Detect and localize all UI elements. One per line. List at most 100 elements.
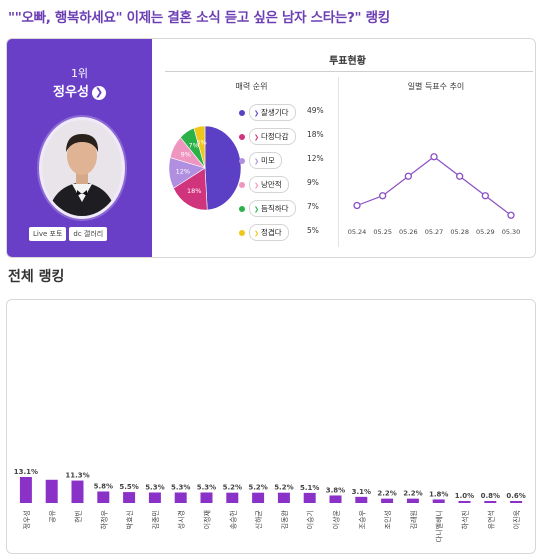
bar-name-label[interactable]: 하석진 [461,510,470,529]
daily-point [456,172,464,180]
charm-rank-title: 매력 순위 [235,82,268,91]
person-photo-icon [42,120,122,216]
bar-name-label[interactable]: 조승우 [358,509,366,529]
bar-name-label[interactable]: 김래원 [409,510,418,529]
date-tick-label: 05.25 [373,228,392,235]
ranking-bar[interactable] [71,480,84,503]
bar-name-label[interactable]: 성시경 [177,510,186,529]
legend-tag[interactable]: ❯ 듬직하다 [249,200,296,217]
overall-bar-chart: 13.1% 정우성 공유 11.3% 현빈 5.8% 하정우 5.5% 박효신 5.3% 김종민 5.… [14,468,526,542]
bar-value-label: 5.3% [145,483,164,491]
ranking-bar[interactable] [174,492,187,503]
pie-slice-label: 12% [176,167,190,175]
bar-name-label[interactable]: 김종민 [151,510,160,529]
bar-name-label[interactable]: 김동완 [281,509,289,529]
ranking-bar[interactable] [123,492,136,503]
bar-name-label[interactable]: 조인성 [383,510,392,529]
chevron-right-icon: ❯ [254,158,261,165]
bar-name-label[interactable]: 현빈 [74,510,83,523]
date-tick-label: 05.27 [425,228,444,235]
legend-item[interactable]: ❯ 미모 12% [235,152,340,177]
pie-slice-label: 7% [188,142,198,150]
overall-ranking-title: 전체 랭킹 [8,269,65,285]
legend-tag[interactable]: ❯ 정겹다 [249,224,289,241]
bar-name-label[interactable]: 박효신 [125,510,134,529]
legend-item[interactable]: ❯ 다정다감 18% [235,128,340,153]
legend-item[interactable]: ❯ 듬직하다 7% [235,200,340,225]
winner-portrait[interactable] [39,117,125,219]
ranking-bar[interactable] [381,498,394,503]
ranking-bar[interactable] [406,498,419,503]
ranking-bar[interactable] [200,492,213,503]
live-photo-button[interactable]: Live 포토 [29,227,67,241]
winner-name-row[interactable]: 정우성 ❯ [7,81,152,100]
daily-point [353,201,361,210]
ranking-bar[interactable] [329,495,342,503]
legend-dot-icon [239,182,245,188]
ranking-bar[interactable] [458,501,471,503]
date-tick-label: 05.28 [450,228,469,235]
daily-point [430,153,438,161]
bar-name-label[interactable]: 유연석 [486,510,495,529]
legend-item[interactable]: ❯ 낭만적 9% [235,176,340,201]
legend-dot-icon [239,230,245,236]
bar-value-label: 1.0% [455,492,474,500]
vote-status-title: 투표현황 [329,56,366,67]
bar-value-label: 3.8% [326,486,345,494]
legend-item[interactable]: ❯ 정겹다 5% [235,224,340,249]
ranking-bar[interactable] [226,492,239,503]
daily-point [404,172,412,180]
date-tick-label: 05.30 [502,228,521,235]
bar-value-label: 3.1% [352,488,371,496]
panel-divider [338,77,339,247]
bar-name-label[interactable]: 신하균 [254,509,263,529]
bar-name-label[interactable]: 이상윤 [332,509,341,529]
bar-name-label[interactable]: 송승헌 [229,510,237,529]
pie-slice [204,125,242,211]
legend-item[interactable]: ❯ 잘생기다 49% [235,104,340,129]
legend-percent: 12% [307,154,324,163]
charm-legend: ❯ 잘생기다 49% ❯ 다정다감 18% ❯ 미모 12% ❯ 낭만적 9% ❯ 듬직하다 7%… [235,104,340,249]
bar-name-label[interactable]: 이정재 [203,510,212,529]
ranking-bar[interactable] [252,492,265,503]
ranking-bar[interactable] [484,501,497,503]
legend-label: 낭만적 [260,180,282,189]
date-tick-label: 05.26 [399,228,418,235]
bar-name-label[interactable]: 이진욱 [512,509,521,529]
legend-tag[interactable]: ❯ 낭만적 [249,176,289,193]
legend-tag[interactable]: ❯ 잘생기다 [249,104,296,121]
daily-votes-title: 일별 득표수 추이 [407,82,465,91]
bar-name-label[interactable]: 공유 [49,509,57,522]
dc-gallery-button[interactable]: dc 갤러리 [69,227,108,241]
bar-name-label[interactable]: 하정우 [99,509,108,529]
ranking-bar[interactable] [303,492,316,503]
ranking-bar[interactable] [432,499,445,503]
bar-name-label[interactable]: 다니엘헤니 [435,510,444,542]
bar-name-label[interactable]: 정우성 [22,510,31,529]
bar-value-label: 1.8% [429,490,448,498]
ranking-bar[interactable] [277,492,290,503]
legend-tag[interactable]: ❯ 다정다감 [249,128,296,145]
ranking-bar[interactable] [45,479,58,503]
chevron-right-icon[interactable]: ❯ [91,85,106,100]
chevron-right-icon: ❯ [254,206,261,213]
ranking-bar[interactable] [510,501,523,503]
bar-name-label[interactable]: 이승기 [306,510,315,529]
legend-label: 듬직하다 [260,204,289,213]
chevron-right-icon: ❯ [254,110,261,117]
ranking-bar[interactable] [97,491,110,503]
winner-buttons: Live 포토 dc 갤러리 [29,221,129,241]
vote-status-divider [165,71,533,72]
bar-value-label: 0.6% [506,492,525,500]
ranking-bar[interactable] [355,496,368,503]
legend-label: 잘생기다 [260,108,289,117]
bar-value-label: 5.1% [300,484,319,492]
legend-label: 미모 [260,156,275,165]
ranking-bar[interactable] [19,477,32,503]
bar-value-label: 13.1% [14,468,38,476]
legend-percent: 18% [307,130,324,139]
ranking-bar[interactable] [148,492,161,503]
chevron-right-icon: ❯ [254,134,261,141]
legend-tag[interactable]: ❯ 미모 [249,152,282,169]
winner-name[interactable]: 정우성 [53,85,89,100]
